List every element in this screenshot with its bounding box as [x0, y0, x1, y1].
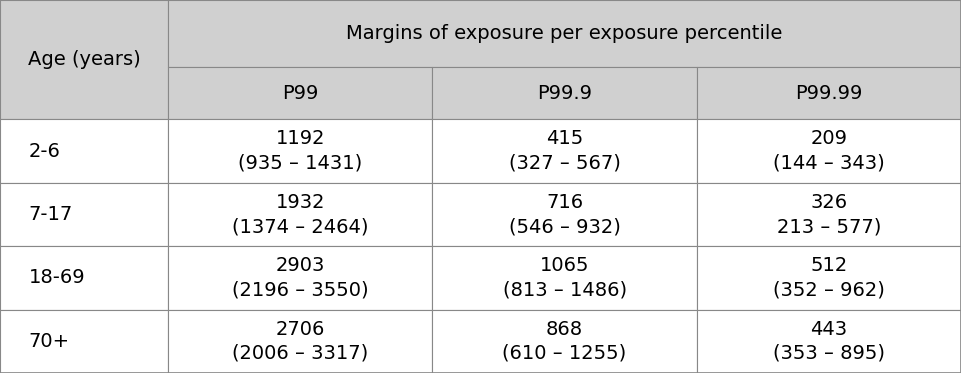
Bar [0, 183, 168, 246]
Bar [432, 246, 697, 310]
Text: Margins of exposure per exposure percentile: Margins of exposure per exposure percent… [346, 24, 783, 43]
Bar [168, 119, 432, 183]
Bar [168, 67, 432, 119]
Text: 1192
(935 – 1431): 1192 (935 – 1431) [238, 129, 362, 173]
Bar [432, 119, 697, 183]
Bar [432, 310, 697, 373]
Text: Age (years): Age (years) [28, 50, 140, 69]
Bar [0, 119, 168, 183]
Bar [168, 0, 961, 67]
Text: 415
(327 – 567): 415 (327 – 567) [508, 129, 621, 173]
Bar [432, 183, 697, 246]
Bar [0, 0, 168, 119]
Bar [697, 246, 961, 310]
Text: 512
(352 – 962): 512 (352 – 962) [773, 256, 885, 300]
Text: 70+: 70+ [29, 332, 70, 351]
Bar [0, 310, 168, 373]
Text: P99.99: P99.99 [795, 84, 863, 103]
Text: 2706
(2006 – 3317): 2706 (2006 – 3317) [233, 320, 368, 363]
Text: 326
213 – 577): 326 213 – 577) [776, 193, 881, 236]
Bar [697, 183, 961, 246]
Text: 868
(610 – 1255): 868 (610 – 1255) [503, 320, 627, 363]
Text: 2-6: 2-6 [29, 142, 61, 160]
Text: P99: P99 [283, 84, 318, 103]
Text: 1065
(813 – 1486): 1065 (813 – 1486) [503, 256, 627, 300]
Text: 1932
(1374 – 2464): 1932 (1374 – 2464) [232, 193, 369, 236]
Text: 7-17: 7-17 [29, 205, 73, 224]
Bar [697, 310, 961, 373]
Bar [697, 67, 961, 119]
Text: P99.9: P99.9 [537, 84, 592, 103]
Text: 716
(546 – 932): 716 (546 – 932) [508, 193, 621, 236]
Bar [432, 67, 697, 119]
Bar [168, 183, 432, 246]
Text: 2903
(2196 – 3550): 2903 (2196 – 3550) [232, 256, 369, 300]
Text: 443
(353 – 895): 443 (353 – 895) [773, 320, 885, 363]
Text: 209
(144 – 343): 209 (144 – 343) [773, 129, 885, 173]
Text: 18-69: 18-69 [29, 269, 86, 287]
Bar [697, 119, 961, 183]
Bar [168, 246, 432, 310]
Bar [0, 246, 168, 310]
Bar [168, 310, 432, 373]
